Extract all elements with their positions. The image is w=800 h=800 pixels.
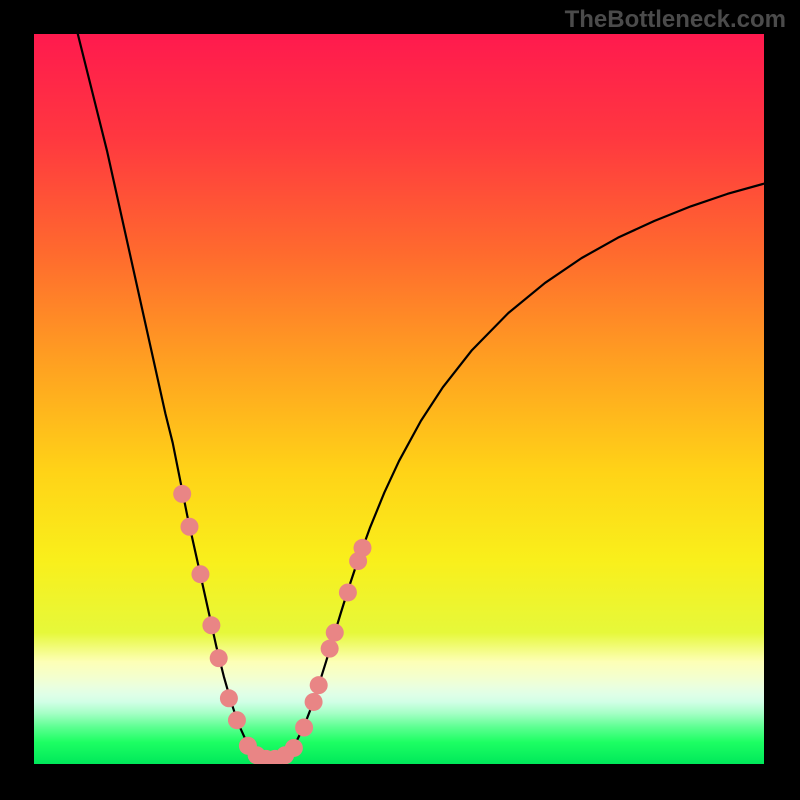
- data-point-marker: [321, 640, 339, 658]
- data-point-marker: [339, 583, 357, 601]
- plot-svg: [34, 34, 764, 764]
- gradient-background: [34, 34, 764, 764]
- data-point-marker: [326, 624, 344, 642]
- data-point-marker: [191, 565, 209, 583]
- plot-area: [34, 34, 764, 764]
- data-point-marker: [180, 518, 198, 536]
- data-point-marker: [173, 485, 191, 503]
- chart-canvas: TheBottleneck.com: [0, 0, 800, 800]
- data-point-marker: [305, 693, 323, 711]
- data-point-marker: [285, 739, 303, 757]
- data-point-marker: [310, 676, 328, 694]
- data-point-marker: [295, 719, 313, 737]
- data-point-marker: [220, 689, 238, 707]
- data-point-marker: [210, 649, 228, 667]
- data-point-marker: [354, 539, 372, 557]
- watermark-label: TheBottleneck.com: [565, 6, 786, 34]
- data-point-marker: [202, 616, 220, 634]
- data-point-marker: [228, 711, 246, 729]
